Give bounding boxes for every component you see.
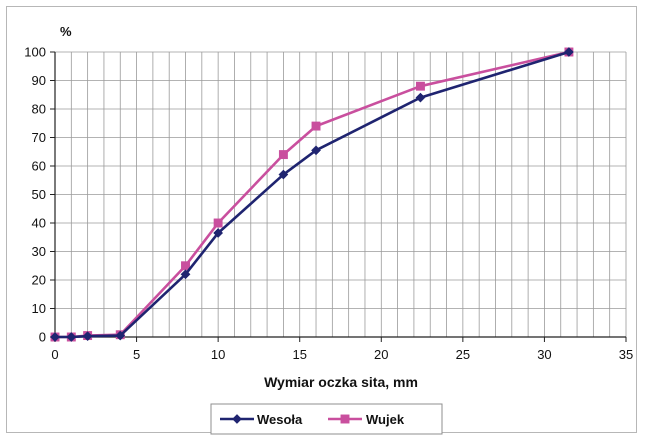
- series-layer: [50, 47, 574, 342]
- series-0-point: [180, 269, 191, 280]
- series-0-point: [82, 331, 93, 342]
- y-tick-label: 30: [32, 244, 46, 259]
- legend-items: Wesoła Wujek: [220, 412, 405, 427]
- series-0-point: [278, 169, 289, 180]
- legend-item-0: Wesoła: [220, 412, 303, 427]
- legend-label: Wesoła: [257, 412, 303, 427]
- series-0-point: [563, 47, 574, 57]
- x-axis-title: Wymiar oczka sita, mm: [264, 374, 418, 390]
- x-tick-label: 30: [537, 347, 551, 362]
- series-0-point: [50, 332, 60, 342]
- y-tick-label: 100: [24, 45, 46, 60]
- series-0: [50, 47, 574, 342]
- legend-item-1: Wujek: [328, 412, 405, 427]
- x-tick-label: 10: [211, 347, 225, 362]
- x-tick-label: 25: [456, 347, 470, 362]
- axes-layer: 0 10 20 30 40 50 60 70 80 90 100 0 5 10 15 20 25 30 35: [24, 45, 633, 363]
- y-tick-label: 10: [32, 301, 46, 316]
- chart-legend: Wesoła Wujek: [210, 403, 443, 435]
- series-0-point: [415, 92, 426, 103]
- x-tick-label: 0: [51, 347, 58, 362]
- y-tick-label: 80: [32, 102, 46, 117]
- series-1-point: [278, 150, 288, 160]
- grid-layer: [55, 51, 627, 337]
- series-0-point: [66, 332, 77, 342]
- legend-swatch-marker: [340, 414, 350, 424]
- series-1-point: [213, 218, 223, 228]
- y-tick-label: 20: [32, 273, 46, 288]
- y-tick-label: 90: [32, 73, 46, 88]
- x-tick-label: 5: [133, 347, 140, 362]
- series-0-point: [311, 145, 321, 156]
- legend-swatch-marker: [232, 414, 242, 424]
- y-tick-label: 60: [32, 159, 46, 174]
- series-0-point: [115, 330, 126, 341]
- x-tick-label: 20: [374, 347, 388, 362]
- x-tick-label: 35: [619, 347, 633, 362]
- x-tick-label: 15: [292, 347, 306, 362]
- series-0-line: [53, 50, 571, 339]
- series-0-point: [213, 228, 224, 238]
- y-axis-unit-label: %: [60, 24, 72, 39]
- y-tick-label: 0: [39, 330, 46, 345]
- series-1-point: [415, 81, 425, 91]
- y-tick-label: 40: [32, 216, 46, 231]
- chart-frame: [6, 6, 637, 433]
- y-tick-label: 70: [32, 130, 46, 145]
- legend-label: Wujek: [366, 412, 405, 427]
- series-1-point: [311, 121, 321, 131]
- y-tick-label: 50: [32, 187, 46, 202]
